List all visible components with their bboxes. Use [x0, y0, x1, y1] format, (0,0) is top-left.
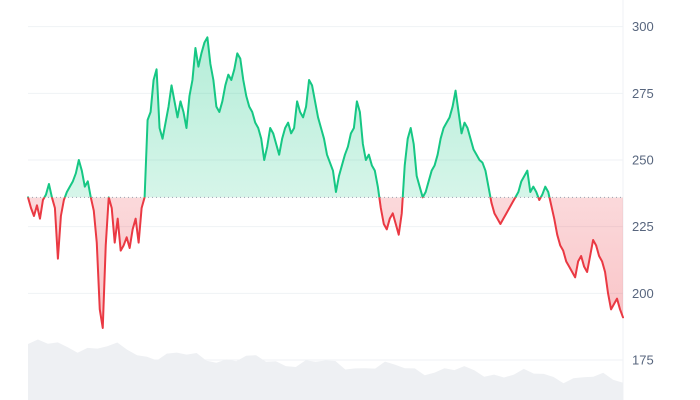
y-tick-label: 300: [632, 19, 654, 34]
y-tick-label: 200: [632, 286, 654, 301]
y-tick-label: 250: [632, 153, 654, 168]
price-area: [28, 37, 623, 328]
y-axis-ticks: 300 275 250 225 200 175: [632, 19, 654, 367]
y-tick-label: 225: [632, 219, 654, 234]
volume-area: [28, 339, 623, 400]
price-line-above: [27, 36, 551, 198]
price-line-below: [27, 197, 624, 329]
price-line: [27, 36, 624, 329]
y-tick-label: 275: [632, 86, 654, 101]
area-above-baseline: [28, 37, 623, 198]
area-below-baseline: [28, 197, 623, 328]
y-tick-label: 175: [632, 353, 654, 368]
